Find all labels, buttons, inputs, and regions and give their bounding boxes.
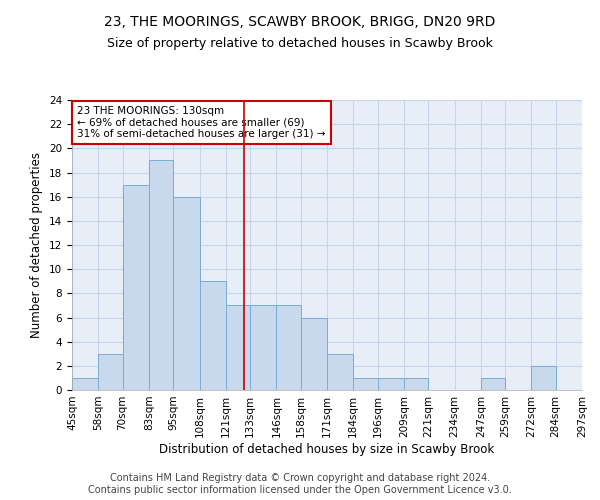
Bar — [199, 281, 226, 390]
Bar — [226, 306, 250, 390]
Bar — [98, 354, 122, 390]
Text: 23 THE MOORINGS: 130sqm
← 69% of detached houses are smaller (69)
31% of semi-de: 23 THE MOORINGS: 130sqm ← 69% of detache… — [77, 106, 326, 139]
Text: Contains HM Land Registry data © Crown copyright and database right 2024.
Contai: Contains HM Land Registry data © Crown c… — [88, 474, 512, 495]
X-axis label: Distribution of detached houses by size in Scawby Brook: Distribution of detached houses by size … — [160, 442, 494, 456]
Y-axis label: Number of detached properties: Number of detached properties — [31, 152, 43, 338]
Bar — [532, 366, 556, 390]
Bar — [353, 378, 377, 390]
Bar — [301, 318, 327, 390]
Bar — [122, 184, 149, 390]
Bar — [327, 354, 353, 390]
Bar — [277, 306, 301, 390]
Bar — [173, 196, 199, 390]
Text: 23, THE MOORINGS, SCAWBY BROOK, BRIGG, DN20 9RD: 23, THE MOORINGS, SCAWBY BROOK, BRIGG, D… — [104, 15, 496, 29]
Bar — [149, 160, 173, 390]
Bar — [72, 378, 98, 390]
Bar — [250, 306, 277, 390]
Bar — [481, 378, 505, 390]
Text: Size of property relative to detached houses in Scawby Brook: Size of property relative to detached ho… — [107, 38, 493, 51]
Bar — [404, 378, 428, 390]
Bar — [377, 378, 404, 390]
